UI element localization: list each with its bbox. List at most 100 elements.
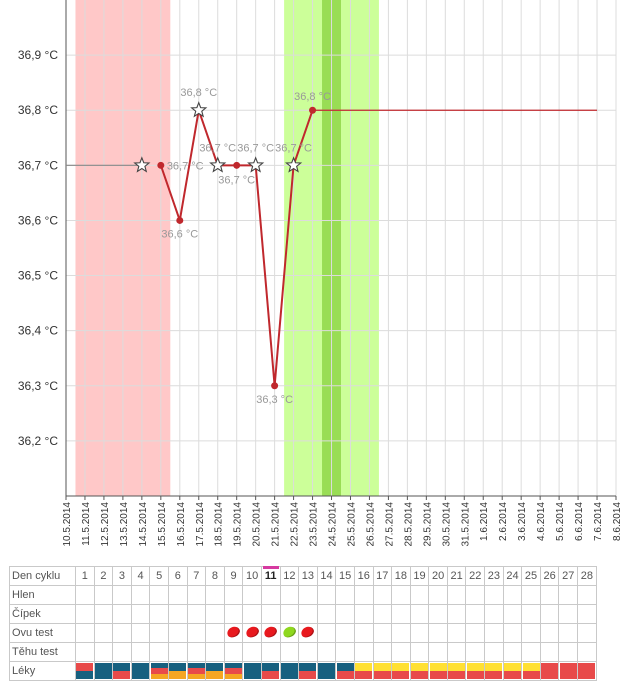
tehu-test-cell[interactable] <box>539 642 560 662</box>
tehu-test-cell[interactable] <box>428 642 448 662</box>
day-cell[interactable]: 22 <box>465 566 486 586</box>
cipek-cell[interactable] <box>167 604 188 624</box>
hlen-cell[interactable] <box>75 585 95 605</box>
day-cell[interactable]: 5 <box>149 566 169 586</box>
cipek-cell[interactable] <box>484 604 504 624</box>
day-cell[interactable]: 4 <box>130 566 151 586</box>
day-cell[interactable]: 18 <box>391 566 411 586</box>
cipek-cell[interactable] <box>298 604 318 624</box>
hlen-cell[interactable] <box>93 585 114 605</box>
hlen-cell[interactable] <box>298 585 318 605</box>
ovu-test-cell[interactable] <box>260 623 281 643</box>
tehu-test-cell[interactable] <box>242 642 262 662</box>
hlen-cell[interactable] <box>577 585 597 605</box>
hlen-cell[interactable] <box>539 585 560 605</box>
tehu-test-cell[interactable] <box>149 642 169 662</box>
cipek-cell[interactable] <box>539 604 560 624</box>
day-cell[interactable]: 13 <box>298 566 318 586</box>
hlen-cell[interactable] <box>484 585 504 605</box>
ovu-test-cell[interactable] <box>93 623 114 643</box>
day-cell[interactable]: 23 <box>484 566 504 586</box>
leky-cell[interactable] <box>149 661 169 681</box>
cipek-cell[interactable] <box>409 604 430 624</box>
ovu-test-cell[interactable] <box>353 623 374 643</box>
day-cell[interactable]: 6 <box>167 566 188 586</box>
ovu-test-cell[interactable] <box>372 623 393 643</box>
day-cell[interactable]: 10 <box>242 566 262 586</box>
ovu-test-cell[interactable] <box>465 623 486 643</box>
tehu-test-cell[interactable] <box>316 642 337 662</box>
ovu-test-cell[interactable] <box>223 623 244 643</box>
cipek-cell[interactable] <box>316 604 337 624</box>
tehu-test-cell[interactable] <box>558 642 579 662</box>
ovu-test-cell[interactable] <box>446 623 467 643</box>
cipek-cell[interactable] <box>372 604 393 624</box>
tehu-test-cell[interactable] <box>577 642 597 662</box>
hlen-cell[interactable] <box>260 585 281 605</box>
leky-cell[interactable] <box>502 661 523 681</box>
leky-cell[interactable] <box>558 661 579 681</box>
ovu-test-cell[interactable] <box>391 623 411 643</box>
leky-cell[interactable] <box>353 661 374 681</box>
day-cell[interactable]: 15 <box>335 566 355 586</box>
ovu-test-cell[interactable] <box>539 623 560 643</box>
cipek-cell[interactable] <box>446 604 467 624</box>
hlen-cell[interactable] <box>428 585 448 605</box>
ovu-test-cell[interactable] <box>205 623 225 643</box>
leky-cell[interactable] <box>539 661 560 681</box>
tehu-test-cell[interactable] <box>130 642 151 662</box>
tehu-test-cell[interactable] <box>223 642 244 662</box>
hlen-cell[interactable] <box>353 585 374 605</box>
tehu-test-cell[interactable] <box>391 642 411 662</box>
ovu-test-cell[interactable] <box>298 623 318 643</box>
cipek-cell[interactable] <box>93 604 114 624</box>
cipek-cell[interactable] <box>428 604 448 624</box>
ovu-test-cell[interactable] <box>75 623 95 643</box>
cipek-cell[interactable] <box>391 604 411 624</box>
ovu-test-cell[interactable] <box>558 623 579 643</box>
leky-cell[interactable] <box>409 661 430 681</box>
hlen-cell[interactable] <box>242 585 262 605</box>
cipek-cell[interactable] <box>279 604 300 624</box>
leky-cell[interactable] <box>186 661 207 681</box>
hlen-cell[interactable] <box>465 585 486 605</box>
leky-cell[interactable] <box>93 661 114 681</box>
day-cell[interactable]: 3 <box>112 566 132 586</box>
day-cell[interactable]: 2 <box>93 566 114 586</box>
tehu-test-cell[interactable] <box>372 642 393 662</box>
tehu-test-cell[interactable] <box>279 642 300 662</box>
tehu-test-cell[interactable] <box>167 642 188 662</box>
cipek-cell[interactable] <box>149 604 169 624</box>
hlen-cell[interactable] <box>409 585 430 605</box>
ovu-test-cell[interactable] <box>409 623 430 643</box>
leky-cell[interactable] <box>112 661 132 681</box>
leky-cell[interactable] <box>335 661 355 681</box>
ovu-test-cell[interactable] <box>316 623 337 643</box>
hlen-cell[interactable] <box>558 585 579 605</box>
ovu-test-cell[interactable] <box>428 623 448 643</box>
leky-cell[interactable] <box>223 661 244 681</box>
day-cell[interactable]: 12 <box>279 566 300 586</box>
day-cell[interactable]: 17 <box>372 566 393 586</box>
day-cell[interactable]: 11 <box>260 566 281 586</box>
ovu-test-cell[interactable] <box>112 623 132 643</box>
hlen-cell[interactable] <box>446 585 467 605</box>
hlen-cell[interactable] <box>186 585 207 605</box>
leky-cell[interactable] <box>242 661 262 681</box>
day-cell[interactable]: 9 <box>223 566 244 586</box>
ovu-test-cell[interactable] <box>149 623 169 643</box>
ovu-test-cell[interactable] <box>484 623 504 643</box>
hlen-cell[interactable] <box>521 585 541 605</box>
tehu-test-cell[interactable] <box>75 642 95 662</box>
cipek-cell[interactable] <box>260 604 281 624</box>
tehu-test-cell[interactable] <box>298 642 318 662</box>
cipek-cell[interactable] <box>465 604 486 624</box>
hlen-cell[interactable] <box>372 585 393 605</box>
leky-cell[interactable] <box>521 661 541 681</box>
day-cell[interactable]: 8 <box>205 566 225 586</box>
cipek-cell[interactable] <box>521 604 541 624</box>
day-cell[interactable]: 24 <box>502 566 523 586</box>
leky-cell[interactable] <box>298 661 318 681</box>
hlen-cell[interactable] <box>205 585 225 605</box>
leky-cell[interactable] <box>391 661 411 681</box>
